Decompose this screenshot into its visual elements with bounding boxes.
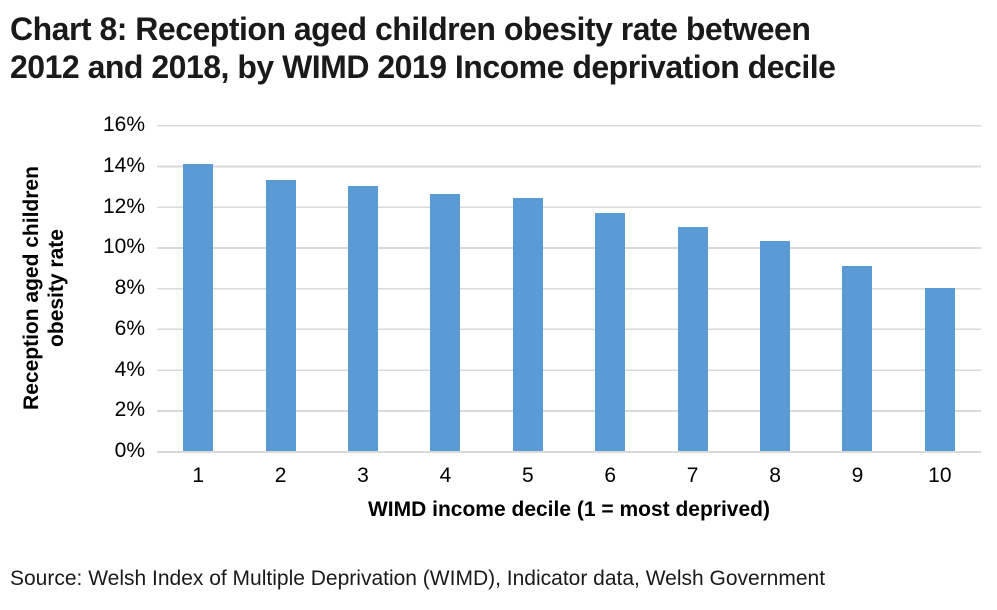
plot-area (157, 125, 981, 453)
bar-decile-7 (677, 226, 708, 451)
y-tick-label: 2% (114, 398, 145, 422)
y-tick-label: 4% (114, 357, 145, 381)
x-tick-label: 8 (769, 464, 781, 487)
bar-decile-4 (430, 194, 461, 451)
bar-slot (651, 125, 733, 451)
x-axis-title: WIMD income decile (1 = most deprived) (367, 498, 770, 521)
chart-title-line1: Chart 8: Reception aged children obesity… (10, 11, 811, 47)
x-tick-label: 6 (604, 464, 617, 487)
bar-decile-1 (183, 163, 214, 451)
x-tick-label: 7 (686, 464, 699, 487)
bar-slot (569, 125, 651, 451)
x-tick-label: 2 (274, 464, 287, 487)
bar-slot (899, 125, 981, 451)
bar-slot (404, 125, 486, 451)
x-tick-label: 9 (851, 464, 864, 487)
bar-slot (816, 125, 898, 451)
bar-decile-8 (760, 241, 791, 451)
x-tick-label: 4 (439, 464, 452, 487)
x-tick-label: 5 (521, 464, 534, 487)
x-tick-label: 3 (357, 464, 369, 487)
chart-title-line2: 2012 and 2018, by WIMD 2019 Income depri… (10, 49, 836, 85)
x-tick-label: 1 (192, 464, 205, 487)
y-tick-label: 12% (102, 194, 145, 218)
chart-title: Chart 8: Reception aged children obesity… (10, 10, 987, 86)
source-note: Source: Welsh Index of Multiple Deprivat… (10, 567, 826, 590)
y-tick-label: 8% (114, 276, 145, 299)
bar-slot (239, 125, 321, 451)
y-tick-label: 6% (114, 316, 145, 340)
y-tick-label: 14% (102, 153, 145, 177)
bar-decile-2 (265, 180, 296, 451)
bar-decile-9 (842, 265, 873, 451)
y-axis-tick-labels: 16% 14% 12% 10% 8% 6% 4% 2% 0% (0, 113, 145, 462)
y-tick-label: 10% (102, 235, 145, 259)
y-tick-label: 16% (102, 113, 145, 136)
x-tick-label: 10 (928, 464, 952, 487)
bar-decile-5 (512, 198, 543, 451)
bar-slot (487, 125, 569, 451)
bar-decile-10 (924, 288, 955, 451)
bar-decile-3 (348, 186, 379, 451)
bar-slot (322, 125, 404, 451)
bar-decile-6 (595, 212, 626, 451)
y-tick-label: 0% (114, 439, 145, 462)
bar-slot (157, 125, 239, 451)
bar-slot (734, 125, 816, 451)
x-axis-tick-labels: 1 2 3 4 5 6 7 8 9 10 (157, 462, 981, 490)
